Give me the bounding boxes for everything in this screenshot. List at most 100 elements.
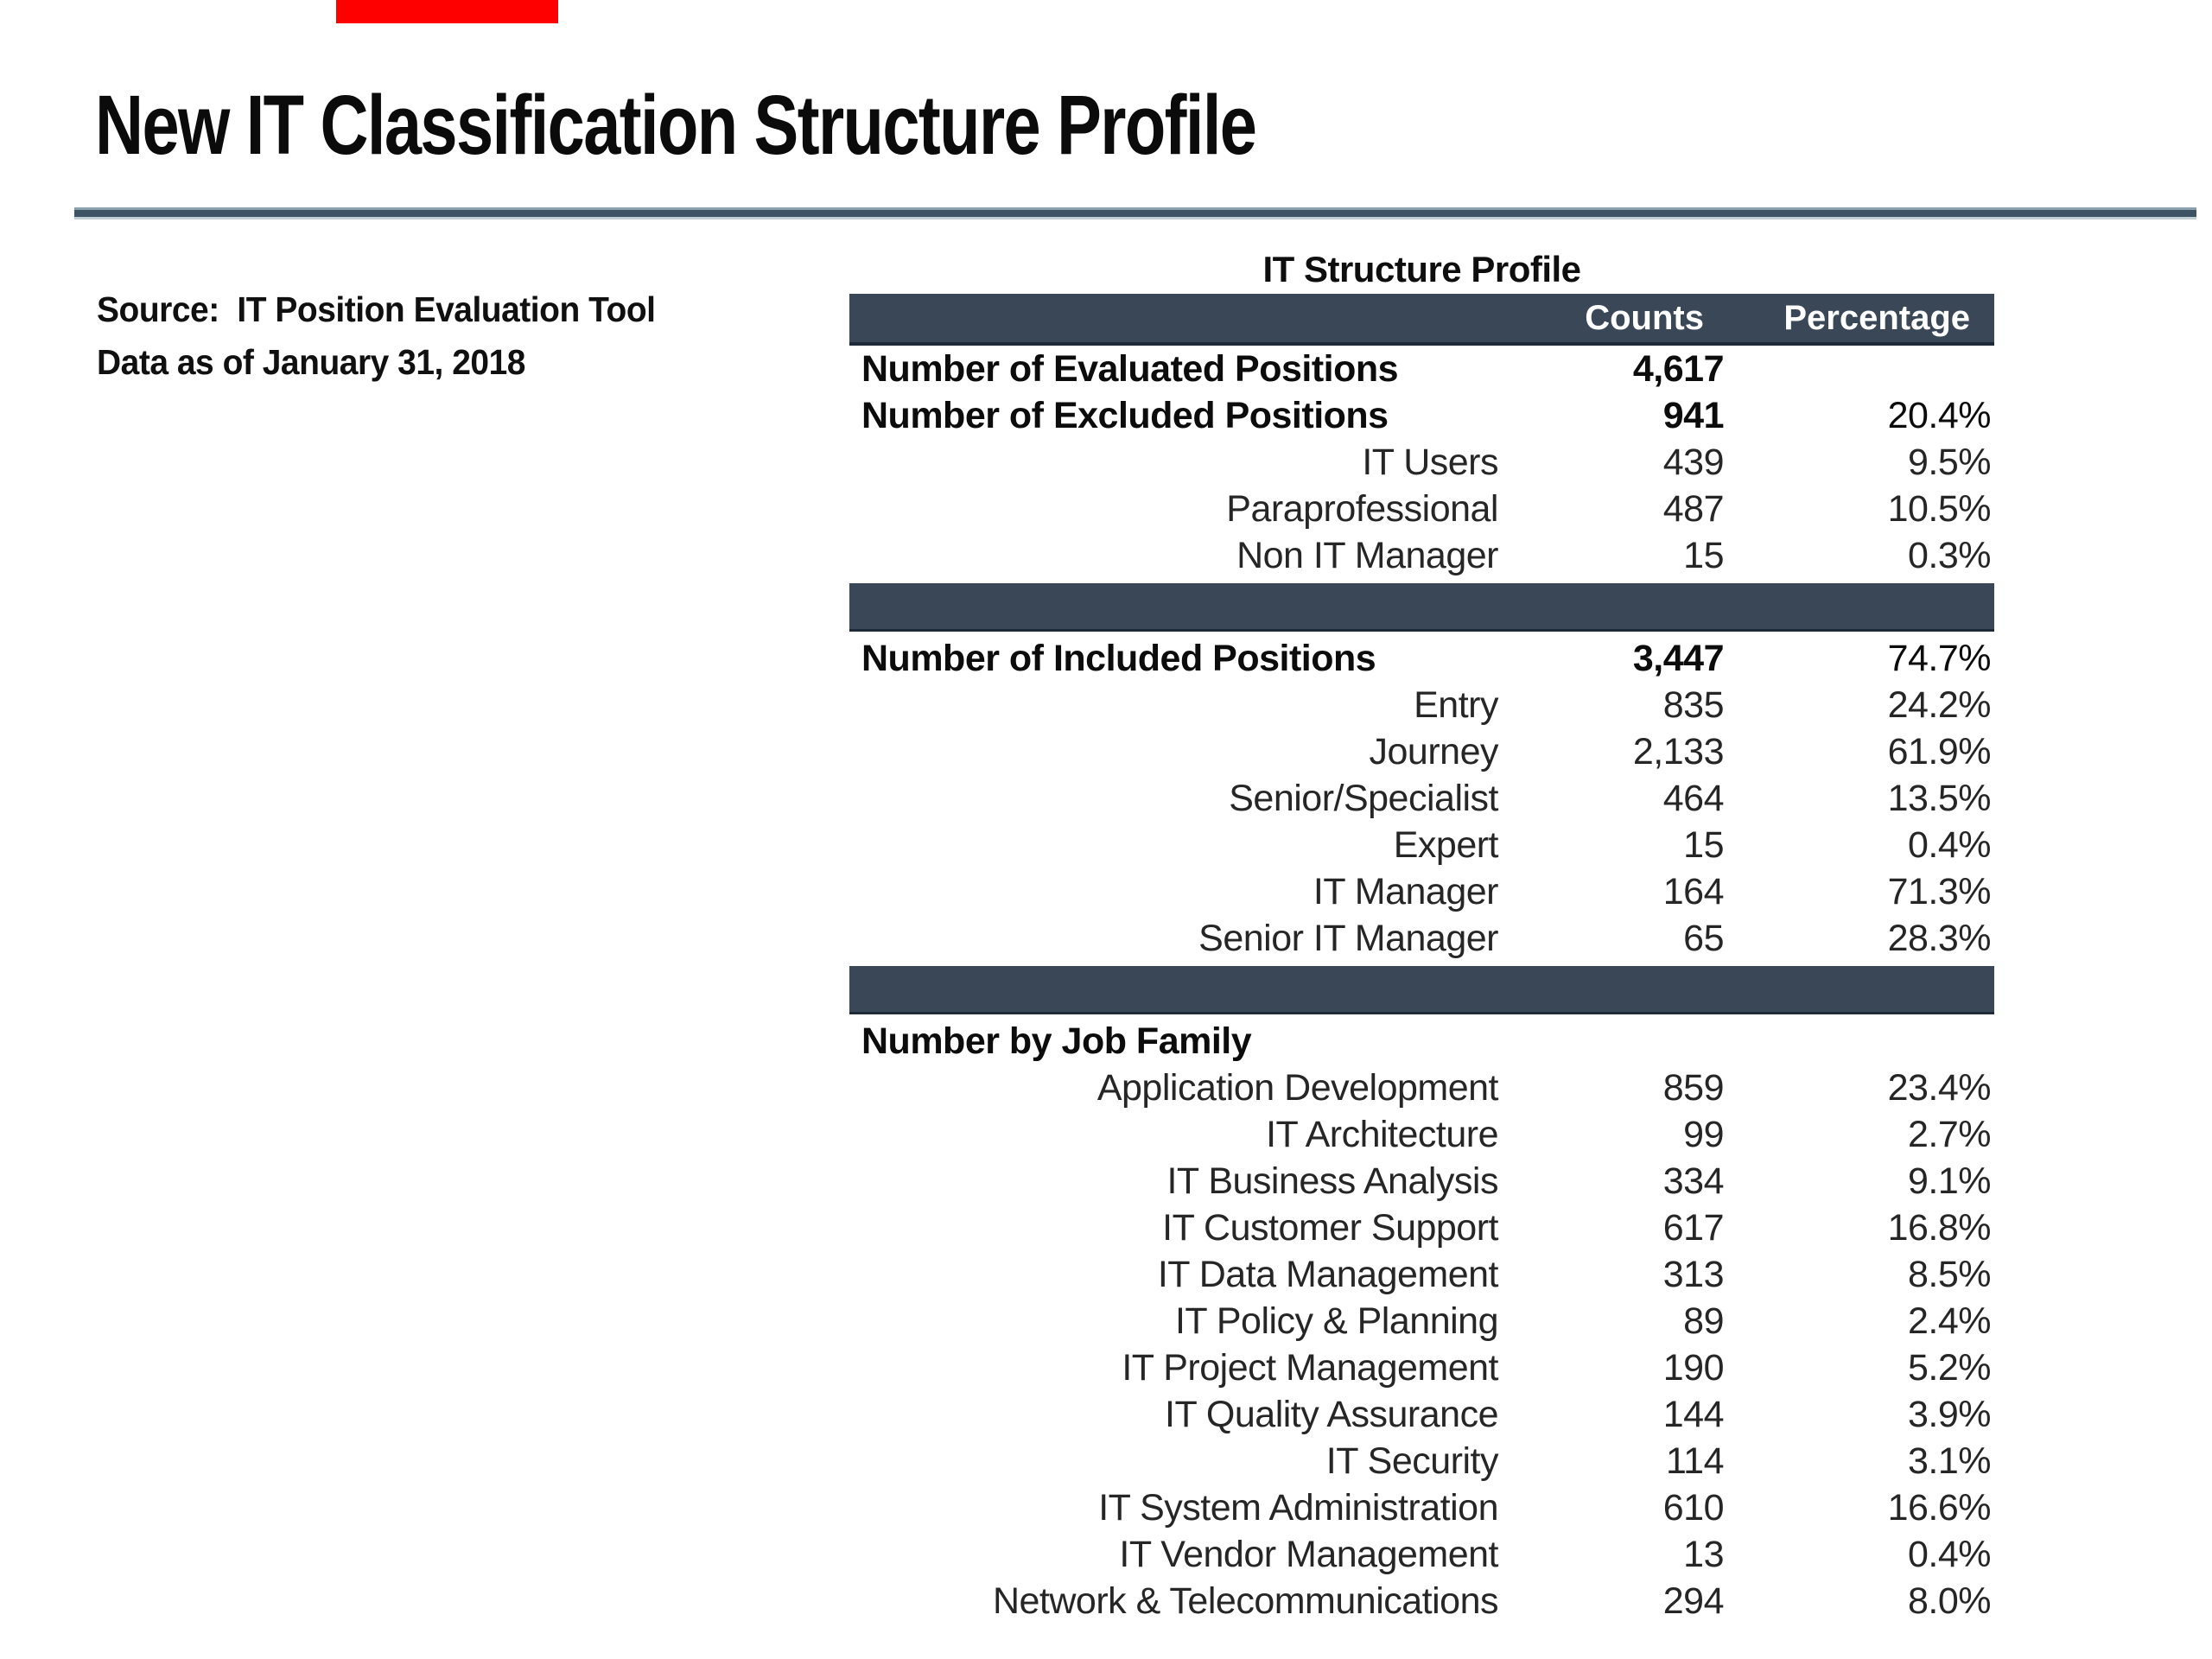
row-label: Paraprofessional [1226, 487, 1498, 530]
row-percentage: 61.9% [1887, 730, 1992, 772]
row-count: 487 [1662, 487, 1725, 530]
table-row: IT Business Analysis 334 9.1% [849, 1158, 1994, 1205]
row-count: 2,133 [1632, 730, 1725, 772]
source-note: Source: IT Position Evaluation Tool Data… [97, 283, 656, 389]
row-count: 334 [1662, 1160, 1725, 1202]
row-percentage: 71.3% [1887, 870, 1992, 912]
row-percentage: 9.1% [1907, 1160, 1992, 1202]
table-row: Entry 835 24.2% [849, 682, 1994, 728]
row-label: IT Project Management [1122, 1346, 1498, 1389]
table-row: Senior/Specialist 464 13.5% [849, 775, 1994, 822]
row-percentage: 0.4% [1907, 1533, 1992, 1575]
row-count: 13 [1683, 1533, 1724, 1575]
table-row: Number of Included Positions 3,447 74.7% [849, 635, 1994, 682]
row-label: IT Architecture [1266, 1113, 1498, 1155]
row-count: 15 [1683, 823, 1724, 866]
row-label: Non IT Manager [1236, 534, 1498, 576]
source-line-1: Source: IT Position Evaluation Tool [97, 289, 656, 329]
row-label: Number of Evaluated Positions [861, 347, 1399, 390]
row-label: IT Data Management [1157, 1253, 1499, 1295]
row-count: 3,447 [1632, 637, 1725, 679]
table-row: IT Data Management 313 8.5% [849, 1251, 1994, 1298]
table-row: Journey 2,133 61.9% [849, 728, 1994, 775]
table-rows: Number of Evaluated Positions 4,617 Number… [849, 346, 1994, 1624]
row-count: 313 [1662, 1253, 1725, 1295]
row-count: 190 [1662, 1346, 1725, 1389]
row-count: 99 [1683, 1113, 1724, 1155]
row-percentage: 8.5% [1907, 1253, 1992, 1295]
row-percentage: 74.7% [1887, 637, 1992, 679]
row-label: IT Policy & Planning [1174, 1300, 1499, 1342]
source-line-2: Data as of January 31, 2018 [97, 342, 525, 382]
row-label: Senior/Specialist [1229, 777, 1498, 819]
red-marker-bar [336, 0, 558, 23]
row-count: 294 [1662, 1580, 1725, 1622]
table-title: IT Structure Profile [1262, 249, 1581, 289]
row-percentage: 16.8% [1887, 1206, 1992, 1249]
row-percentage: 28.3% [1887, 917, 1992, 959]
page-title: New IT Classification Structure Profile [95, 78, 1257, 172]
row-percentage: 2.4% [1907, 1300, 1992, 1342]
row-count: 89 [1683, 1300, 1724, 1342]
row-percentage: 16.6% [1887, 1486, 1992, 1529]
row-label: Journey [1369, 730, 1499, 772]
row-label: Senior IT Manager [1198, 917, 1498, 959]
table-row: Number of Evaluated Positions 4,617 [849, 346, 1994, 392]
table-row: IT Quality Assurance 144 3.9% [849, 1391, 1994, 1438]
row-label: Application Development [1096, 1066, 1499, 1109]
row-percentage: 0.3% [1907, 534, 1992, 576]
row-percentage: 20.4% [1887, 394, 1992, 436]
table-row: Number by Job Family [849, 1018, 1994, 1065]
row-label: IT Security [1325, 1440, 1499, 1482]
table-row: Non IT Manager 15 0.3% [849, 532, 1994, 579]
title-underline-rule [74, 207, 2196, 219]
row-count: 15 [1683, 534, 1724, 576]
row-percentage: 0.4% [1907, 823, 1992, 866]
table-row: IT Security 114 3.1% [849, 1438, 1994, 1484]
row-count: 164 [1662, 870, 1725, 912]
row-percentage: 5.2% [1907, 1346, 1992, 1389]
row-percentage: 3.9% [1907, 1393, 1992, 1435]
row-count: 859 [1662, 1066, 1725, 1109]
row-percentage: 2.7% [1907, 1113, 1992, 1155]
row-count: 464 [1662, 777, 1725, 819]
table-row: Application Development 859 23.4% [849, 1065, 1994, 1111]
table-row: IT Manager 164 71.3% [849, 868, 1994, 915]
row-percentage: 13.5% [1887, 777, 1992, 819]
row-label: IT System Administration [1098, 1486, 1498, 1529]
table-row: IT Architecture 99 2.7% [849, 1111, 1994, 1158]
row-count: 65 [1683, 917, 1724, 959]
row-count: 439 [1662, 441, 1725, 483]
row-percentage: 9.5% [1907, 441, 1992, 483]
row-count: 144 [1662, 1393, 1725, 1435]
table-row: IT Customer Support 617 16.8% [849, 1205, 1994, 1251]
section-separator-bar [849, 966, 1994, 1014]
row-label: Number by Job Family [861, 1020, 1252, 1062]
it-structure-profile-table: IT Structure Profile Counts Percentage N… [849, 249, 1994, 1624]
table-row: IT Project Management 190 5.2% [849, 1344, 1994, 1391]
row-label: IT Quality Assurance [1165, 1393, 1498, 1435]
table-row: IT Policy & Planning 89 2.4% [849, 1298, 1994, 1344]
row-percentage: 23.4% [1887, 1066, 1992, 1109]
row-label: Entry [1414, 683, 1498, 726]
table-row: IT Vendor Management 13 0.4% [849, 1531, 1994, 1578]
row-percentage: 10.5% [1887, 487, 1992, 530]
row-label: Network & Telecommunications [992, 1580, 1499, 1622]
header-percentage: Percentage [1783, 298, 1970, 337]
table-row: Senior IT Manager 65 28.3% [849, 915, 1994, 962]
table-row: Number of Excluded Positions 941 20.4% [849, 392, 1994, 439]
row-label: IT Business Analysis [1166, 1160, 1498, 1202]
row-count: 835 [1662, 683, 1725, 726]
row-label: IT Vendor Management [1119, 1533, 1498, 1575]
table-row: Paraprofessional 487 10.5% [849, 486, 1994, 532]
table-row: Expert 15 0.4% [849, 822, 1994, 868]
table-header-row: Counts Percentage [849, 294, 1994, 346]
row-label: Number of Excluded Positions [861, 394, 1389, 436]
row-count: 941 [1662, 394, 1725, 436]
row-percentage: 8.0% [1907, 1580, 1992, 1622]
row-count: 617 [1662, 1206, 1725, 1249]
row-count: 4,617 [1632, 347, 1725, 390]
header-counts: Counts [1585, 298, 1704, 337]
row-count: 114 [1665, 1440, 1725, 1482]
table-row: Network & Telecommunications 294 8.0% [849, 1578, 1994, 1624]
